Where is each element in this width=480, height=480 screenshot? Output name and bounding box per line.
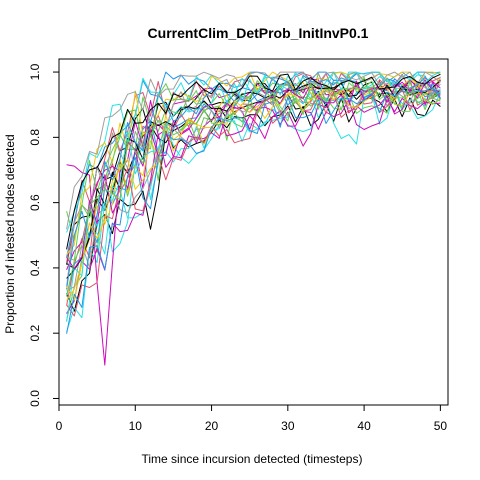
y-tick-label: 0.8: [28, 129, 42, 146]
x-axis: 0 10 20 30 40 50: [56, 405, 448, 433]
series-group: [66, 71, 441, 366]
y-axis-label: Proportion of infested nodes detected: [3, 134, 17, 333]
x-tick-label: 30: [281, 419, 295, 433]
x-tick-label: 0: [56, 419, 63, 433]
plot-frame: [58, 58, 449, 406]
series-line-18: [66, 71, 441, 287]
series-line-13: [66, 97, 441, 366]
series-line-2: [66, 97, 441, 312]
series-line-29: [66, 87, 441, 334]
chart-title: CurrentClim_DetProb_InitInvP0.1: [148, 25, 369, 41]
x-tick-label: 50: [434, 419, 448, 433]
y-axis: 0.0 0.2 0.4 0.6 0.8 1.0: [28, 63, 59, 407]
y-tick-label: 1.0: [28, 63, 42, 80]
series-line-30: [66, 80, 441, 297]
y-tick-label: 0.2: [28, 325, 42, 342]
series-line-21: [66, 87, 441, 317]
series-line-28: [66, 73, 441, 250]
x-tick-label: 10: [129, 419, 143, 433]
x-tick-label: 40: [357, 419, 371, 433]
series-line-6: [66, 86, 441, 321]
series-line-25: [66, 80, 441, 270]
x-axis-label: Time since incursion detected (timesteps…: [142, 452, 363, 466]
x-tick-label: 20: [205, 419, 219, 433]
y-tick-label: 0.0: [28, 390, 42, 407]
series-line-14: [66, 81, 441, 314]
y-tick-label: 0.6: [28, 194, 42, 211]
y-tick-label: 0.4: [28, 259, 42, 276]
series-line-4: [66, 78, 441, 306]
series-line-27: [66, 71, 441, 230]
series-line-24: [66, 71, 441, 322]
